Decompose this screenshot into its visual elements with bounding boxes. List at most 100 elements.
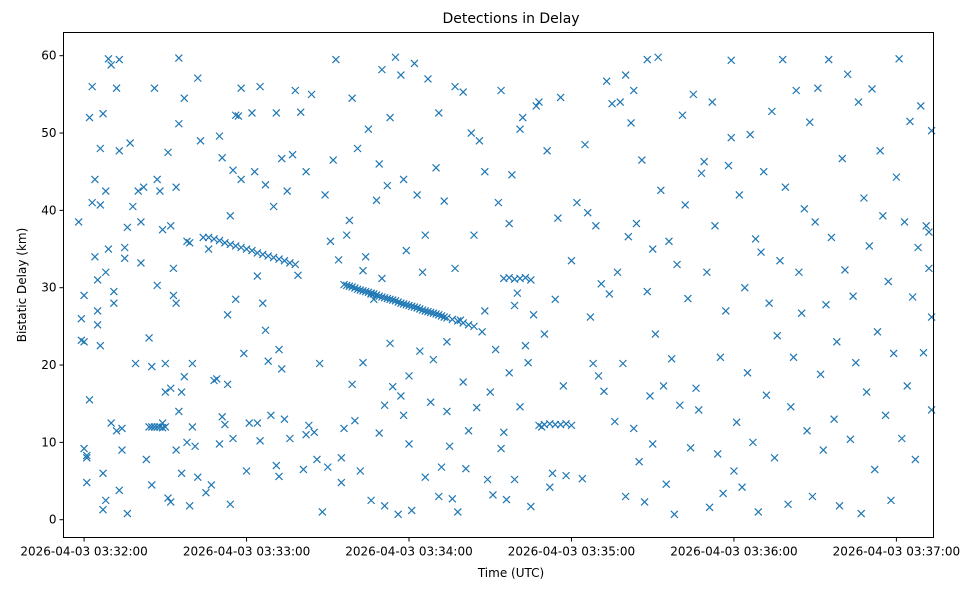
data-point	[762, 391, 771, 400]
data-point	[361, 252, 370, 261]
data-point	[805, 118, 814, 127]
data-point	[629, 86, 638, 95]
data-point	[239, 349, 248, 358]
data-point	[405, 439, 413, 448]
data-point	[602, 77, 611, 86]
data-point	[283, 187, 292, 195]
data-point	[415, 305, 424, 313]
data-point	[139, 183, 148, 192]
data-point	[586, 313, 595, 322]
data-point	[348, 380, 357, 389]
data-point	[448, 315, 457, 324]
data-point	[873, 327, 882, 336]
data-point	[924, 264, 933, 273]
data-point	[391, 53, 400, 62]
data-point	[480, 306, 489, 315]
data-point	[491, 345, 500, 354]
data-point	[185, 501, 194, 510]
data-point	[231, 295, 240, 304]
data-point	[759, 167, 768, 176]
data-point	[123, 509, 132, 518]
data-point	[451, 82, 459, 91]
data-point	[643, 287, 652, 296]
data-point	[692, 384, 700, 393]
data-point	[331, 55, 340, 64]
data-point	[757, 248, 765, 257]
data-point	[120, 254, 129, 263]
data-point	[147, 480, 156, 489]
data-point	[74, 218, 83, 226]
data-point	[748, 438, 757, 447]
data-point	[559, 381, 568, 390]
data-point	[264, 357, 273, 366]
data-point	[410, 59, 419, 68]
data-point	[337, 453, 346, 462]
data-point	[196, 136, 205, 145]
data-point	[99, 505, 107, 514]
data-point	[654, 53, 663, 62]
data-point	[475, 136, 484, 145]
data-point	[272, 461, 281, 470]
y-tick-label: 30	[41, 281, 56, 295]
data-point	[521, 273, 530, 282]
y-tick-label: 0	[49, 513, 57, 527]
data-point	[99, 469, 107, 478]
chart-title: Detections in Delay	[442, 11, 579, 27]
data-point	[919, 348, 928, 357]
data-point	[434, 109, 443, 117]
data-point	[770, 453, 779, 462]
data-point	[472, 403, 481, 412]
data-point	[459, 378, 468, 386]
data-point	[191, 442, 200, 451]
data-point	[88, 198, 97, 207]
data-point	[713, 450, 722, 458]
data-point	[505, 273, 514, 282]
data-point	[621, 492, 630, 501]
data-point	[258, 299, 267, 308]
data-point	[513, 289, 522, 298]
data-point	[378, 65, 386, 74]
data-point	[231, 242, 240, 250]
data-point	[394, 298, 403, 306]
data-point	[876, 146, 885, 155]
data-point	[275, 255, 283, 264]
data-point	[735, 190, 744, 199]
data-point	[675, 401, 684, 410]
data-point	[708, 98, 717, 107]
data-point	[131, 359, 140, 368]
data-point	[155, 187, 164, 195]
data-point	[258, 250, 267, 259]
data-point	[96, 201, 105, 209]
data-point	[85, 395, 94, 404]
data-point	[174, 407, 183, 416]
data-point	[889, 349, 898, 358]
data-point	[743, 368, 752, 377]
data-point	[88, 82, 97, 91]
data-point	[616, 98, 625, 107]
data-point	[434, 492, 443, 501]
data-point	[635, 457, 644, 466]
data-point	[545, 483, 554, 492]
data-point	[204, 233, 213, 242]
data-point	[226, 211, 235, 220]
data-point	[383, 181, 392, 190]
data-point	[526, 276, 535, 284]
data-point	[218, 412, 227, 421]
data-point	[164, 148, 172, 157]
data-point	[256, 82, 265, 91]
data-point	[442, 407, 451, 416]
data-point	[161, 359, 170, 368]
data-point	[605, 289, 614, 298]
data-point	[808, 492, 817, 501]
data-point	[499, 428, 508, 437]
data-point	[924, 228, 933, 236]
data-point	[627, 119, 635, 127]
data-point	[916, 102, 925, 110]
data-point	[583, 208, 592, 217]
data-point	[516, 125, 524, 134]
data-point	[396, 71, 405, 79]
data-point	[608, 99, 617, 108]
data-point	[410, 303, 419, 311]
data-point	[727, 56, 736, 65]
data-point	[90, 252, 99, 261]
